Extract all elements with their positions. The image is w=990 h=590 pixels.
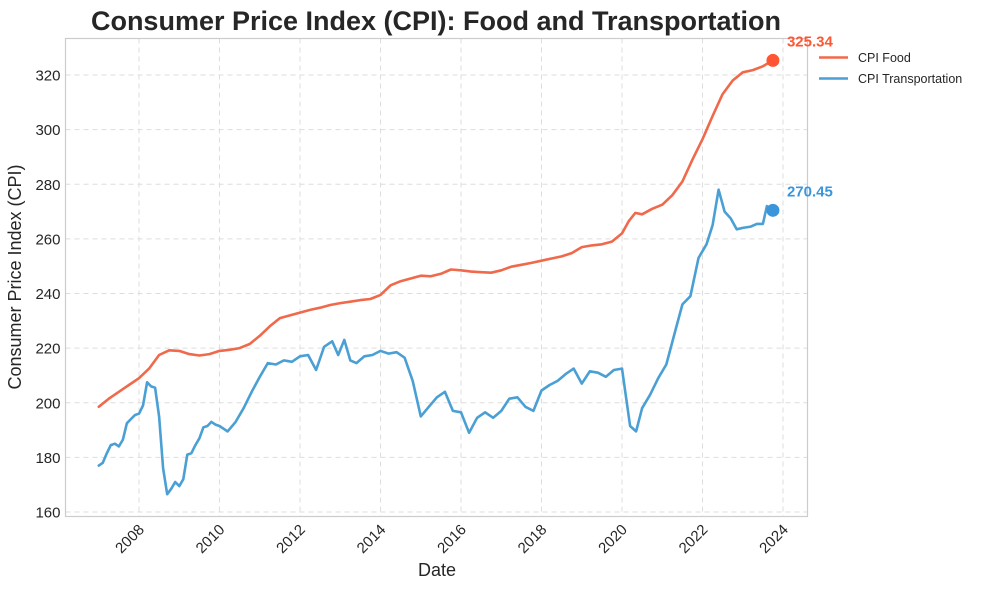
y-tick-label: 240 (35, 286, 60, 303)
x-tick-label: 2008 (112, 521, 148, 557)
chart-title: Consumer Price Index (CPI): Food and Tra… (91, 6, 781, 36)
series-line-cpi-transportation (97, 188, 775, 496)
legend-label-cpi-transportation: CPI Transportation (858, 72, 962, 86)
y-tick-label: 220 (35, 341, 60, 358)
legend: CPI Food CPI Transportation (819, 51, 962, 86)
end-marker-cpi-food (766, 53, 780, 67)
grid-lines (65, 38, 808, 517)
y-tick-label: 300 (35, 122, 60, 139)
x-tick-label: 2014 (354, 521, 390, 557)
y-tick-label: 320 (35, 68, 60, 85)
x-tick-label: 2016 (434, 521, 470, 557)
y-tick-label: 280 (35, 177, 60, 194)
end-value-label-cpi-transportation: 270.45 (787, 183, 833, 200)
x-tick-label: 2010 (193, 521, 229, 557)
x-tick-label: 2022 (676, 521, 712, 557)
x-tick-label: 2024 (756, 521, 792, 557)
x-tick-label: 2012 (273, 521, 309, 557)
y-axis-label: Consumer Price Index (CPI) (5, 164, 25, 389)
x-axis-label: Date (418, 560, 456, 580)
x-tick-label: 2020 (595, 521, 631, 557)
y-axis-ticks: 160 180 200 220 240 260 280 300 320 (35, 68, 60, 522)
end-value-label-cpi-food: 325.34 (787, 33, 834, 50)
y-tick-label: 160 (35, 505, 60, 522)
x-tick-label: 2018 (515, 521, 551, 557)
y-tick-label: 180 (35, 450, 60, 467)
series-layer: 325.34 270.45 (97, 33, 834, 496)
series-line-cpi-food (97, 59, 775, 409)
y-tick-label: 260 (35, 231, 60, 248)
x-axis-ticks: 2008 2010 2012 2014 2016 2018 2020 2022 2024 (112, 521, 792, 557)
plot-area-frame (64, 37, 809, 518)
end-marker-cpi-transportation (766, 203, 780, 217)
y-tick-label: 200 (35, 395, 60, 412)
legend-label-cpi-food: CPI Food (858, 51, 911, 65)
